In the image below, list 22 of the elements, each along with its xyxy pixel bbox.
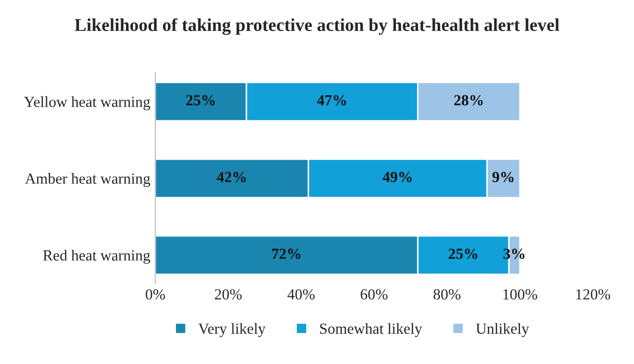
data-label: 25%	[186, 95, 215, 106]
x-tick-label: 20%	[214, 289, 242, 300]
x-tick-label: 0%	[146, 289, 165, 300]
legend-label: Unlikely	[476, 323, 530, 337]
data-label: 25%	[448, 248, 478, 260]
y-tick-label: Amber heat warning	[25, 173, 150, 187]
data-label: 9%	[492, 172, 514, 182]
legend-label: Very likely	[198, 323, 266, 337]
data-label: 42%	[216, 172, 246, 182]
y-tick-label: Red heat warning	[43, 250, 150, 264]
data-label: 47%	[317, 95, 346, 106]
legend-label: Somewhat likely	[320, 323, 422, 337]
y-tick-label: Yellow heat warning	[24, 96, 150, 110]
data-label: 49%	[382, 172, 412, 182]
x-tick-label: 80%	[434, 289, 460, 300]
data-label: 72%	[272, 248, 300, 260]
data-label: 28%	[454, 95, 483, 106]
x-tick-label: 120%	[576, 289, 610, 300]
chart-title: Likelihood of taking protective action by heat-health alert level	[74, 18, 560, 35]
x-tick-label: 60%	[360, 289, 388, 300]
x-tick-label: 40%	[287, 289, 315, 300]
x-tick-label: 100%	[503, 289, 538, 300]
